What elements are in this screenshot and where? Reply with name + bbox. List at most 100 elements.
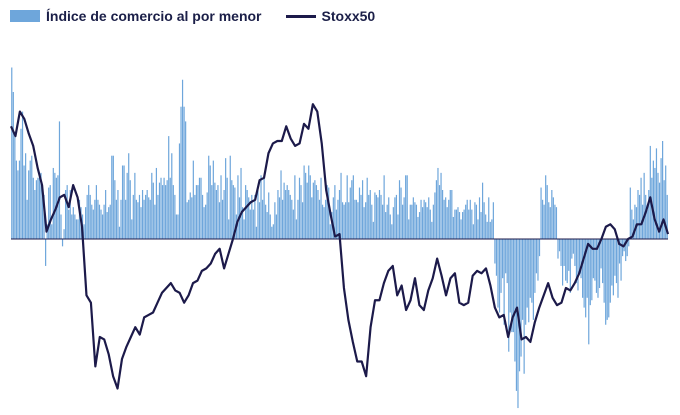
bar bbox=[220, 175, 222, 239]
bar bbox=[91, 204, 93, 239]
bar bbox=[497, 239, 499, 308]
bar bbox=[455, 209, 458, 239]
bar bbox=[292, 209, 294, 239]
bar bbox=[562, 239, 564, 286]
bar bbox=[371, 204, 373, 239]
bar bbox=[52, 167, 54, 239]
bar bbox=[523, 239, 525, 374]
bar bbox=[41, 190, 44, 239]
bar bbox=[522, 239, 524, 320]
bar bbox=[329, 224, 331, 239]
bar bbox=[369, 190, 371, 239]
bar bbox=[592, 239, 594, 279]
bar bbox=[260, 175, 262, 239]
bar bbox=[114, 180, 116, 239]
bar bbox=[648, 190, 650, 239]
bar bbox=[512, 239, 514, 333]
bar bbox=[237, 175, 239, 239]
bar bbox=[381, 204, 384, 239]
bar bbox=[229, 155, 231, 239]
bar bbox=[20, 128, 22, 239]
bar bbox=[355, 199, 358, 239]
bar bbox=[183, 106, 185, 239]
bar bbox=[531, 239, 533, 303]
bar bbox=[88, 185, 90, 239]
bar bbox=[194, 194, 196, 239]
bar bbox=[221, 199, 224, 239]
bar bbox=[26, 199, 28, 239]
bar bbox=[551, 190, 553, 239]
bar bbox=[192, 160, 194, 239]
bar bbox=[255, 226, 258, 239]
bar bbox=[472, 224, 474, 239]
bar bbox=[368, 194, 370, 239]
bar bbox=[529, 239, 531, 298]
bar bbox=[54, 172, 56, 239]
bar bbox=[649, 145, 651, 239]
bar bbox=[560, 239, 562, 266]
bar bbox=[65, 190, 67, 239]
bar bbox=[135, 199, 137, 239]
bar bbox=[248, 197, 250, 239]
bar bbox=[571, 239, 573, 259]
bar bbox=[234, 187, 236, 239]
bar bbox=[542, 199, 544, 239]
bar bbox=[351, 180, 353, 239]
bar bbox=[626, 239, 628, 257]
bar bbox=[23, 165, 25, 239]
bar bbox=[145, 194, 147, 239]
bar bbox=[109, 204, 111, 239]
bar bbox=[591, 239, 593, 301]
bar bbox=[543, 204, 545, 239]
bar bbox=[246, 190, 248, 239]
bar bbox=[471, 209, 473, 239]
bar bbox=[485, 214, 487, 239]
bar bbox=[578, 239, 581, 271]
bar bbox=[511, 239, 513, 333]
bar bbox=[483, 202, 485, 239]
bar bbox=[632, 219, 634, 239]
bar bbox=[635, 207, 638, 239]
bar bbox=[32, 177, 34, 239]
bar bbox=[421, 207, 424, 239]
bar bbox=[77, 219, 79, 239]
legend-swatch-bars bbox=[10, 10, 40, 22]
bar bbox=[411, 204, 413, 239]
bar bbox=[228, 219, 230, 239]
bar bbox=[606, 239, 608, 320]
bar bbox=[652, 160, 654, 239]
bar bbox=[465, 204, 467, 239]
bar bbox=[165, 185, 167, 239]
bar bbox=[300, 185, 302, 239]
bar bbox=[434, 192, 436, 239]
bar bbox=[475, 204, 478, 239]
bar bbox=[415, 204, 418, 239]
bar bbox=[335, 209, 338, 239]
bar bbox=[625, 239, 627, 262]
bar bbox=[305, 172, 307, 239]
bar bbox=[374, 192, 376, 239]
bar bbox=[572, 239, 574, 254]
bar bbox=[654, 167, 656, 239]
bar bbox=[645, 194, 647, 239]
bar bbox=[634, 204, 636, 239]
bar bbox=[503, 239, 505, 325]
bar bbox=[212, 160, 214, 239]
bar bbox=[188, 199, 190, 239]
bar bbox=[315, 185, 318, 239]
bar bbox=[138, 194, 141, 239]
bar bbox=[580, 239, 582, 279]
bar bbox=[451, 190, 453, 239]
bar bbox=[358, 187, 361, 239]
bar bbox=[231, 180, 233, 239]
bar bbox=[266, 212, 268, 239]
bar bbox=[57, 175, 59, 239]
bar bbox=[452, 216, 454, 239]
bar bbox=[425, 202, 427, 239]
bar bbox=[538, 239, 541, 257]
bar bbox=[21, 111, 24, 239]
bar bbox=[397, 214, 399, 239]
bar bbox=[17, 170, 19, 239]
bar bbox=[278, 197, 281, 239]
bar bbox=[414, 202, 416, 239]
